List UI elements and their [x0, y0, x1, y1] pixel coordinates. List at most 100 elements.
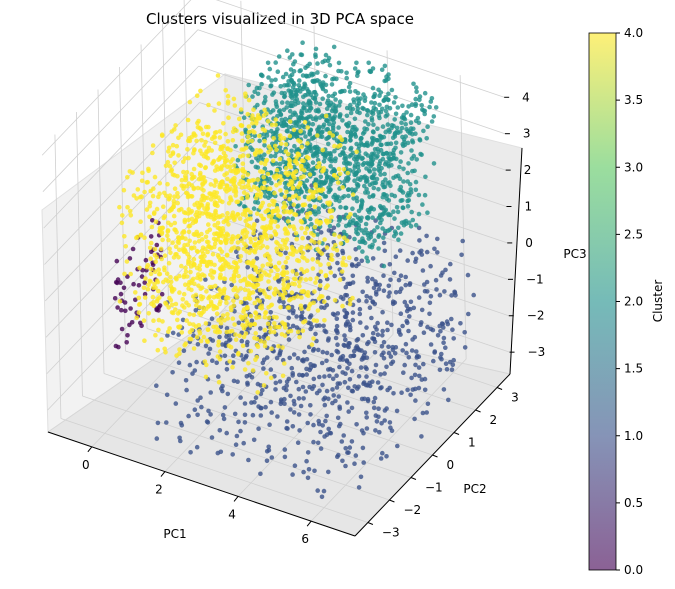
data-point	[284, 189, 289, 195]
data-point	[201, 334, 207, 340]
data-point	[358, 137, 364, 142]
data-point	[169, 206, 174, 212]
data-point	[278, 112, 284, 118]
data-point	[209, 148, 214, 153]
data-point	[368, 295, 373, 301]
data-point	[323, 73, 328, 79]
data-point	[125, 175, 130, 180]
data-point	[210, 251, 216, 257]
data-point	[401, 179, 406, 184]
data-point	[375, 225, 380, 230]
data-point	[256, 187, 262, 193]
data-point	[265, 262, 271, 267]
data-point	[264, 371, 269, 376]
data-point	[131, 193, 137, 198]
data-point	[250, 290, 256, 295]
data-point	[287, 224, 293, 229]
data-point	[173, 275, 179, 281]
data-point	[370, 256, 376, 261]
data-point	[219, 249, 225, 254]
data-point	[384, 151, 390, 156]
data-point	[377, 161, 382, 166]
data-point	[311, 318, 317, 323]
pc1-axis-line	[47, 431, 356, 537]
data-point	[409, 148, 414, 153]
data-point	[410, 138, 415, 143]
data-point	[276, 260, 282, 266]
data-point	[191, 166, 197, 172]
data-point	[460, 238, 466, 244]
data-point	[290, 424, 296, 429]
data-point	[405, 193, 410, 198]
data-point	[283, 185, 289, 190]
data-point	[400, 205, 406, 210]
data-point	[134, 196, 139, 201]
data-point	[284, 128, 290, 134]
data-point	[337, 198, 342, 204]
data-point	[164, 271, 170, 277]
data-point	[321, 488, 327, 494]
data-point	[330, 133, 336, 138]
data-point	[320, 349, 326, 355]
data-point	[337, 277, 343, 283]
data-point	[236, 116, 242, 122]
data-point	[335, 260, 340, 266]
data-point	[304, 226, 310, 231]
data-point	[406, 161, 411, 166]
data-point	[396, 277, 402, 283]
data-point	[273, 387, 278, 392]
data-point	[322, 204, 328, 210]
data-point	[281, 272, 286, 278]
data-point	[324, 106, 330, 111]
data-point	[383, 129, 389, 135]
data-point	[245, 380, 250, 386]
data-point	[333, 197, 339, 203]
data-point	[191, 346, 197, 351]
data-point	[360, 445, 366, 451]
data-point	[255, 91, 261, 97]
data-point	[283, 259, 289, 265]
data-point	[266, 315, 272, 321]
data-point	[147, 214, 152, 220]
data-point	[267, 202, 272, 208]
data-point	[320, 96, 326, 101]
data-point	[198, 88, 203, 94]
data-point	[256, 133, 262, 139]
data-point	[443, 361, 449, 367]
data-point	[295, 356, 301, 361]
data-point	[397, 289, 403, 295]
data-point	[305, 63, 310, 69]
data-point	[330, 387, 335, 392]
data-point	[416, 385, 422, 391]
data-point	[347, 255, 352, 260]
data-point	[142, 291, 148, 297]
z-tick-label: 3	[523, 127, 531, 141]
data-point	[437, 292, 443, 298]
data-point	[340, 353, 346, 359]
data-point	[220, 313, 226, 318]
data-point	[359, 258, 365, 264]
data-point	[406, 328, 411, 334]
data-point	[165, 233, 170, 239]
y-tick	[475, 409, 481, 413]
data-point	[210, 275, 215, 280]
data-point	[239, 196, 245, 201]
data-point	[317, 219, 323, 225]
data-point	[253, 241, 258, 247]
data-point	[400, 190, 406, 195]
data-point	[240, 343, 246, 349]
data-point	[222, 276, 228, 282]
data-point	[336, 60, 342, 66]
data-point	[185, 147, 190, 152]
data-point	[246, 134, 251, 140]
data-point	[344, 113, 350, 119]
data-point	[391, 391, 396, 396]
data-point	[400, 103, 405, 109]
data-point	[252, 133, 258, 139]
data-point	[232, 322, 237, 327]
data-point	[190, 371, 195, 376]
data-point	[243, 145, 249, 151]
data-point	[342, 179, 347, 184]
data-point	[232, 217, 237, 223]
data-point	[321, 159, 327, 164]
